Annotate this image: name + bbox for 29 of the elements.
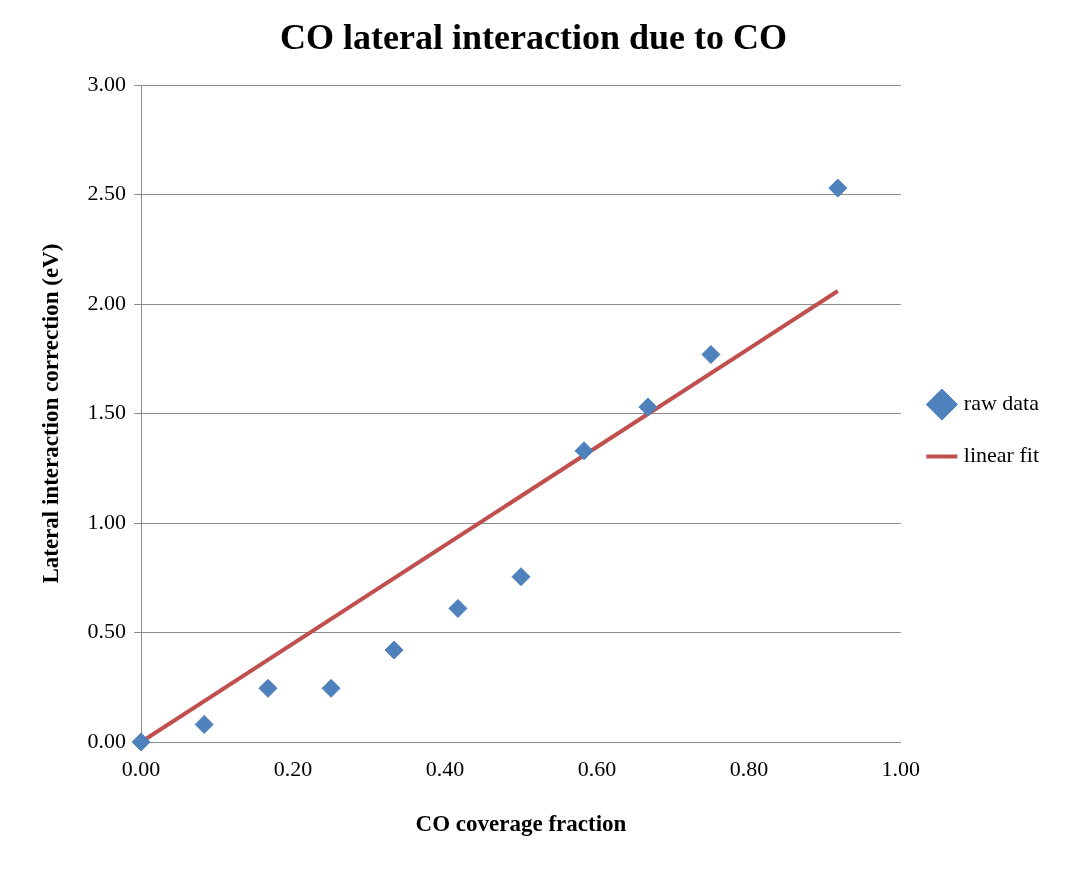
y-tick-label: 2.00 [87,289,127,315]
y-tick-label: 1.50 [87,399,127,425]
y-tick-label: 2.50 [87,180,127,206]
point [828,178,848,198]
x-tick-label: 0.40 [425,755,465,781]
legend-label: raw data [963,390,1040,416]
point [321,678,341,698]
point [194,714,214,734]
point [511,567,531,587]
chart-title: CO lateral interaction due to CO [280,16,787,57]
legend-label: linear fit [963,442,1040,468]
y-tick-label: 3.00 [87,70,127,96]
y-tick-label: 0.00 [87,727,127,753]
x-tick-label: 0.60 [577,755,617,781]
point [701,344,721,364]
y-tick-label: 1.00 [87,508,127,534]
x-tick-label: 0.20 [273,755,313,781]
point [448,598,468,618]
x-tick-label: 0.00 [121,755,161,781]
x-tick-label: 0.80 [729,755,769,781]
x-tick-label: 1.00 [881,755,921,781]
point [574,441,594,461]
point [638,397,658,417]
x-axis-title: CO coverage fraction [415,811,627,837]
point [258,678,278,698]
y-axis-title: Lateral interaction correction (eV) [37,243,63,584]
y-tick-label: 0.50 [87,618,127,644]
point [384,640,404,660]
point [131,732,151,752]
